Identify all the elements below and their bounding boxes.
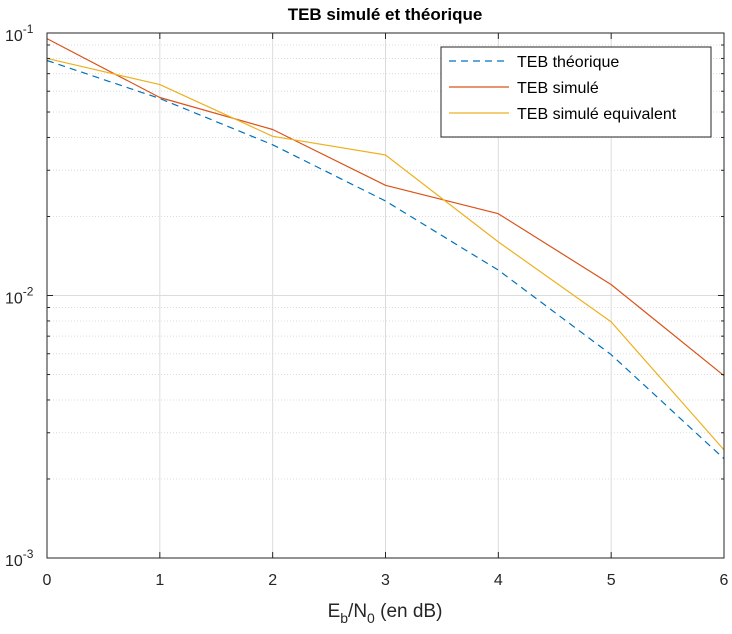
legend-label-3: TEB simulé equivalent [517,106,677,123]
series-layer [46,38,725,460]
x-tick-label: 1 [155,572,164,589]
x-tick-label: 6 [720,572,729,589]
x-axis-label-rest: (en dB) [375,601,443,622]
legend-box [440,46,712,138]
x-axis-label-sub2: 0 [367,610,375,626]
y-tick-label-base: 10 [5,553,23,570]
x-tick-label: 4 [494,572,503,589]
y-tick-label: 10-1 [5,22,34,45]
series-line-1 [46,59,725,460]
x-axis-label: Eb/N0 (en dB) [328,601,443,626]
y-tick-label-exponent: -1 [23,22,34,36]
x-axis-label-mid: /N [348,601,367,622]
legend-label-1: TEB théorique [517,54,619,71]
y-tick-label-base: 10 [5,291,23,308]
ticks-layer: 0 1 2 3 4 5 610-110-210-3 [5,22,729,589]
x-tick-label: 5 [607,572,616,589]
y-tick-label-exponent: -2 [23,285,34,299]
x-tick-label: 2 [268,572,277,589]
chart-title: TEB simulé et théorique [288,5,483,24]
x-axis-label-sub1: b [340,610,348,626]
legend-label-2: TEB simulé [517,80,599,97]
series-line-2 [46,38,725,377]
y-tick-label: 10-3 [5,547,34,570]
y-tick-label: 10-2 [5,285,34,308]
y-tick-label-base: 10 [5,28,23,45]
legend: TEB théorique TEB simulé TEB simulé equiva… [440,46,712,138]
y-tick-label-exponent: -3 [23,547,34,561]
x-axis-label-base: E [328,601,341,622]
x-tick-label: 0 [43,572,52,589]
x-tick-label: 3 [381,572,390,589]
series-line-3 [46,57,725,451]
